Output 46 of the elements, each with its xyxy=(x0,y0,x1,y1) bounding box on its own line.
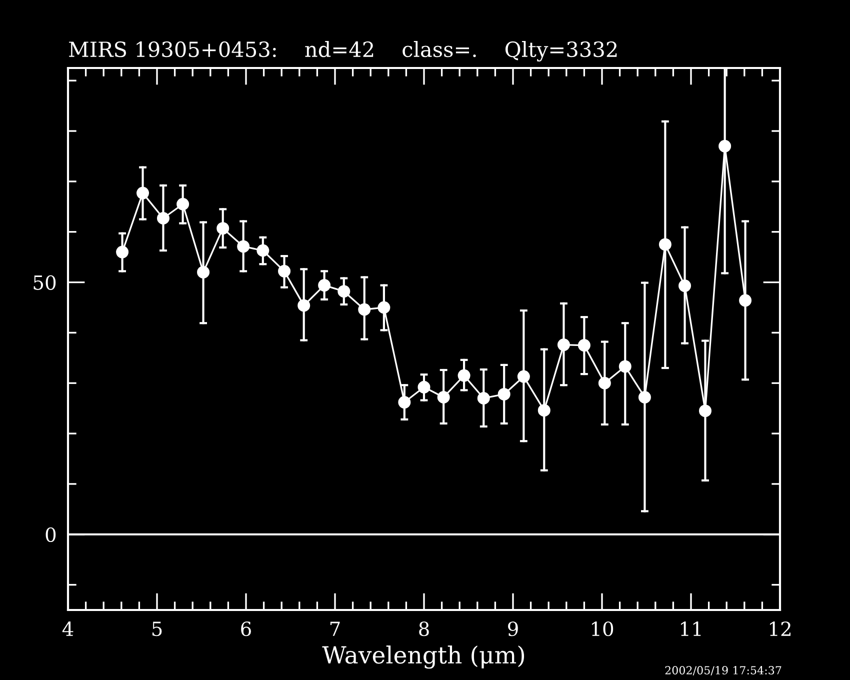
point xyxy=(398,396,411,409)
point xyxy=(557,338,570,352)
point xyxy=(618,360,632,373)
point xyxy=(256,244,270,257)
point xyxy=(418,380,430,394)
point xyxy=(216,222,230,235)
point xyxy=(739,294,752,307)
x-tick-label: 5 xyxy=(152,622,162,636)
point xyxy=(658,238,672,251)
point xyxy=(237,240,250,253)
point xyxy=(176,198,190,210)
point xyxy=(298,299,310,312)
x-tick-label: 8 xyxy=(419,621,429,636)
text: 2002/05/19 17:54:37 xyxy=(665,666,782,676)
point xyxy=(278,264,291,278)
point xyxy=(437,390,450,404)
point xyxy=(517,370,530,383)
x-tick-label: 12 xyxy=(770,621,790,636)
point xyxy=(538,404,550,417)
x-axis-title: Wavelength (μm) xyxy=(322,645,524,669)
y-tick-label: 0 xyxy=(46,527,56,542)
x-tick-label: 11 xyxy=(681,621,701,636)
x-tick-label: 4 xyxy=(62,621,74,636)
x-tick-label: 9 xyxy=(508,621,518,636)
point xyxy=(358,303,371,316)
x-tick-label: 10 xyxy=(592,621,614,636)
point xyxy=(156,212,170,224)
point xyxy=(718,140,732,152)
point xyxy=(477,392,490,404)
point xyxy=(338,285,350,298)
y-tick-label: 50 xyxy=(34,275,56,290)
x-tick-label: 7 xyxy=(330,622,340,636)
point xyxy=(318,279,331,292)
point xyxy=(378,301,390,314)
point xyxy=(698,404,712,418)
point xyxy=(136,186,150,200)
point xyxy=(116,246,129,258)
point xyxy=(498,388,510,400)
point xyxy=(458,369,470,382)
x-tick-label: 6 xyxy=(241,621,251,636)
point xyxy=(197,266,210,278)
point xyxy=(598,376,611,390)
chart-title: MIRS 19305+0453: nd=42 class=. Qlty=3332 xyxy=(69,41,617,62)
point xyxy=(638,390,651,404)
point xyxy=(578,339,590,352)
point xyxy=(678,280,692,292)
